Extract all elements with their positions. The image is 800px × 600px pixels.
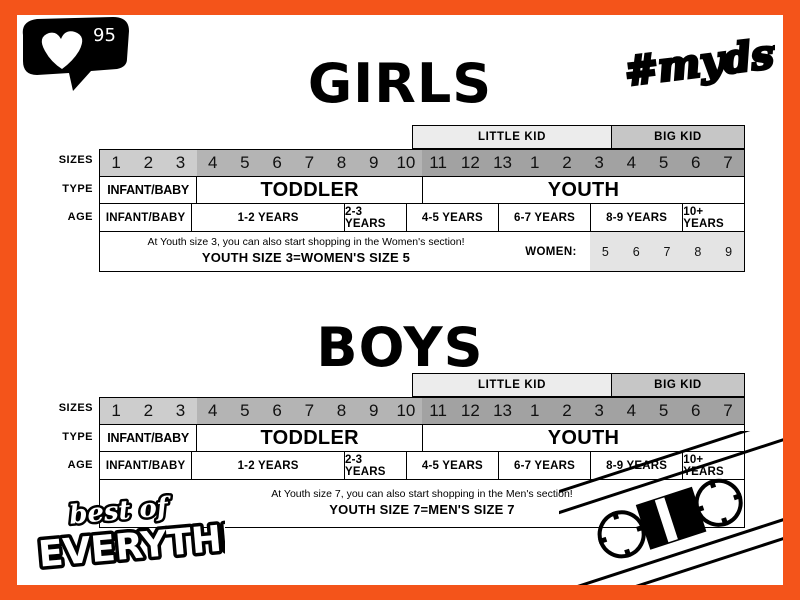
size-cell: 12 bbox=[454, 398, 487, 424]
girls-conversion-block: WOMEN: 5 6 7 8 9 bbox=[512, 232, 744, 271]
type-cell: TODDLER bbox=[197, 177, 423, 203]
conversion-size-cell: 9 bbox=[725, 244, 733, 259]
boys-little-kid-label: LITTLE KID bbox=[413, 374, 612, 396]
size-cell: 4 bbox=[615, 398, 648, 424]
age-cell: 1-2 YEARS bbox=[192, 452, 346, 479]
size-cell: 12 bbox=[454, 150, 487, 176]
size-cell: 9 bbox=[357, 150, 390, 176]
boys-sizes-row-label: SIZES bbox=[58, 402, 93, 414]
girls-kid-band: LITTLE KID BIG KID bbox=[412, 125, 745, 149]
conversion-size-cell: 8 bbox=[694, 244, 702, 259]
age-cell: 10+ YEARS bbox=[683, 205, 724, 230]
girls-age-row-label: AGE bbox=[67, 211, 93, 223]
size-cell: 5 bbox=[647, 150, 680, 176]
age-cell: 4-5 YEARS bbox=[407, 204, 499, 231]
girls-sizes-row: 1 2 3 4 5 6 7 8 9 10 11 12 13 1 2 3 4 5 6 7 bbox=[99, 149, 745, 176]
boys-type-row: INFANT/BABY TODDLER YOUTH bbox=[99, 424, 745, 452]
size-cell: 2 bbox=[550, 150, 584, 176]
poster-card: 95 #mydsw GIRLS LITTLE KID BIG KID SIZES… bbox=[17, 15, 783, 585]
girls-note-text: At Youth size 3, you can also start shop… bbox=[100, 232, 512, 271]
size-cell: 6 bbox=[261, 398, 294, 424]
boys-sizes-row: 1 2 3 4 5 6 7 8 9 10 11 12 13 1 2 3 4 5 6 7 bbox=[99, 397, 745, 424]
size-cell: 7 bbox=[711, 150, 745, 176]
type-cell: YOUTH bbox=[547, 178, 620, 201]
size-cell: 6 bbox=[261, 150, 294, 176]
size-cell: 1 bbox=[100, 150, 133, 176]
size-cell: 11 bbox=[422, 398, 455, 424]
size-cell: 3 bbox=[583, 398, 616, 424]
boys-big-kid-label: BIG KID bbox=[612, 374, 744, 396]
size-cell: 5 bbox=[228, 398, 262, 424]
cassette-tape-icon bbox=[509, 416, 783, 585]
conversion-size-cell: 5 bbox=[601, 244, 609, 259]
size-cell: 3 bbox=[164, 398, 197, 424]
boys-kid-band: LITTLE KID BIG KID bbox=[412, 373, 745, 397]
type-cell: TODDLER bbox=[197, 425, 423, 451]
size-cell: 5 bbox=[647, 398, 680, 424]
boys-type-row-label: TYPE bbox=[62, 431, 93, 443]
boys-title: BOYS bbox=[316, 316, 484, 379]
girls-note-line1: At Youth size 3, you can also start shop… bbox=[147, 236, 465, 249]
hashtag-logo: #mydsw bbox=[615, 21, 783, 101]
size-cell: 7 bbox=[711, 398, 745, 424]
size-cell: 2 bbox=[132, 150, 165, 176]
size-cell: 1 bbox=[518, 398, 551, 424]
heart-badge-count: 95 bbox=[93, 25, 116, 46]
conversion-size-cell: 6 bbox=[632, 244, 640, 259]
size-cell: 11 bbox=[422, 150, 455, 176]
girls-little-kid-label: LITTLE KID bbox=[413, 126, 612, 148]
size-cell: 2 bbox=[550, 398, 584, 424]
size-cell: 1 bbox=[518, 150, 551, 176]
girls-type-row-label: TYPE bbox=[62, 183, 93, 195]
age-cell: INFANT/BABY bbox=[100, 452, 193, 479]
size-cell: 7 bbox=[293, 150, 326, 176]
girls-type-row: INFANT/BABY TODDLER YOUTH bbox=[99, 176, 745, 204]
size-cell: 6 bbox=[679, 150, 712, 176]
age-cell: 6-7 YEARS bbox=[499, 452, 592, 479]
best-of-everything-logo: best of best of EVERYTHING EVERYTHING bbox=[25, 483, 299, 583]
type-cell: INFANT/BABY bbox=[100, 177, 198, 203]
size-cell: 4 bbox=[615, 150, 648, 176]
type-cell: INFANT/BABY bbox=[100, 425, 198, 451]
size-cell: 10 bbox=[389, 150, 423, 176]
girls-conversion-label: WOMEN: bbox=[525, 245, 577, 258]
size-cell: 4 bbox=[196, 398, 229, 424]
size-cell: 8 bbox=[325, 398, 358, 424]
boys-note-line2: YOUTH SIZE 7=MEN'S SIZE 7 bbox=[329, 501, 515, 517]
size-cell: 3 bbox=[583, 150, 616, 176]
girls-title: GIRLS bbox=[307, 52, 493, 115]
girls-big-kid-label: BIG KID bbox=[612, 126, 744, 148]
size-cell: 13 bbox=[486, 150, 519, 176]
size-cell: 6 bbox=[679, 398, 712, 424]
age-cell: 6-7 YEARS bbox=[499, 204, 592, 231]
age-cell: 8-9 YEARS bbox=[591, 204, 684, 231]
age-cell: 1-2 YEARS bbox=[192, 204, 346, 231]
conversion-size-cell: 7 bbox=[663, 244, 671, 259]
size-cell: 9 bbox=[357, 398, 390, 424]
size-cell: 3 bbox=[164, 150, 197, 176]
size-cell: 7 bbox=[293, 398, 326, 424]
age-cell: 2-3 YEARS bbox=[345, 452, 407, 479]
heart-badge-icon: 95 bbox=[17, 15, 137, 115]
type-cell: YOUTH bbox=[547, 426, 620, 449]
age-cell: 2-3 YEARS bbox=[345, 204, 407, 231]
boys-age-row-label: AGE bbox=[67, 459, 93, 471]
girls-age-row: INFANT/BABY 1-2 YEARS 2-3 YEARS 4-5 YEARS 6-… bbox=[99, 204, 745, 232]
size-cell: 8 bbox=[325, 150, 358, 176]
girls-note-line2: YOUTH SIZE 3=WOMEN'S SIZE 5 bbox=[201, 249, 411, 265]
size-cell: 13 bbox=[486, 398, 519, 424]
age-cell: 4-5 YEARS bbox=[407, 452, 499, 479]
size-cell: 10 bbox=[389, 398, 423, 424]
boys-note-line1: At Youth size 7, you can also start shop… bbox=[271, 488, 573, 501]
size-cell: 4 bbox=[196, 150, 229, 176]
girls-note-row: At Youth size 3, you can also start shop… bbox=[99, 232, 745, 272]
girls-sizes-row-label: SIZES bbox=[58, 154, 93, 166]
size-cell: 2 bbox=[132, 398, 165, 424]
girls-conversion-sizes: 5 6 7 8 9 bbox=[590, 232, 744, 271]
boys-note-text: At Youth size 7, you can also start shop… bbox=[100, 480, 744, 527]
size-cell: 5 bbox=[228, 150, 262, 176]
size-cell: 1 bbox=[100, 398, 133, 424]
age-cell: INFANT/BABY bbox=[100, 204, 193, 231]
